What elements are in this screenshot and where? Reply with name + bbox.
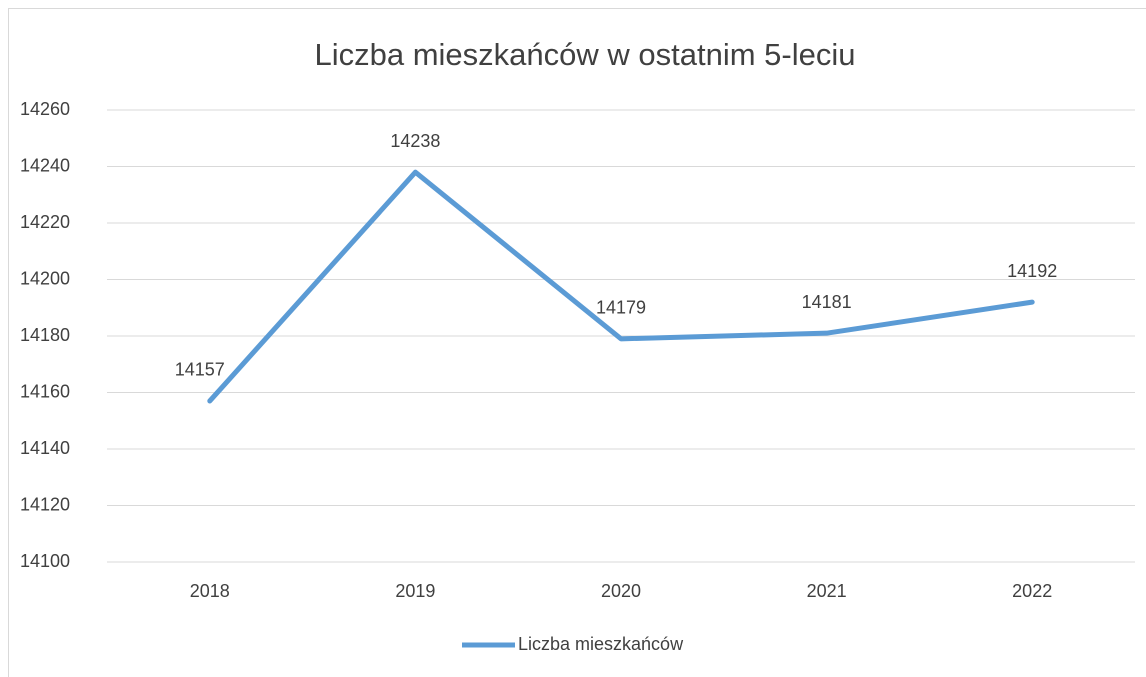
y-tick-label: 14260 — [20, 99, 70, 119]
x-tick-label: 2020 — [601, 581, 641, 601]
y-tick-label: 14120 — [20, 494, 70, 514]
x-tick-label: 2018 — [190, 581, 230, 601]
y-tick-label: 14180 — [20, 325, 70, 345]
x-tick-label: 2022 — [1012, 581, 1052, 601]
data-label: 14179 — [596, 298, 646, 318]
y-tick-label: 14140 — [20, 438, 70, 458]
x-tick-label: 2019 — [395, 581, 435, 601]
x-tick-label: 2021 — [807, 581, 847, 601]
legend-label: Liczba mieszkańców — [518, 634, 684, 654]
data-label: 14157 — [175, 360, 225, 380]
line-series — [207, 169, 1035, 404]
y-tick-label: 14220 — [20, 212, 70, 232]
data-label: 14192 — [1007, 261, 1057, 281]
y-tick-label: 14200 — [20, 268, 70, 288]
data-label: 14181 — [802, 292, 852, 312]
chart-title: Liczba mieszkańców w ostatnim 5-leciu — [315, 37, 856, 72]
data-label: 14238 — [390, 131, 440, 151]
y-tick-label: 14160 — [20, 381, 70, 401]
chart-border — [8, 8, 1146, 677]
y-tick-label: 14240 — [20, 155, 70, 175]
y-tick-label: 14100 — [20, 551, 70, 571]
